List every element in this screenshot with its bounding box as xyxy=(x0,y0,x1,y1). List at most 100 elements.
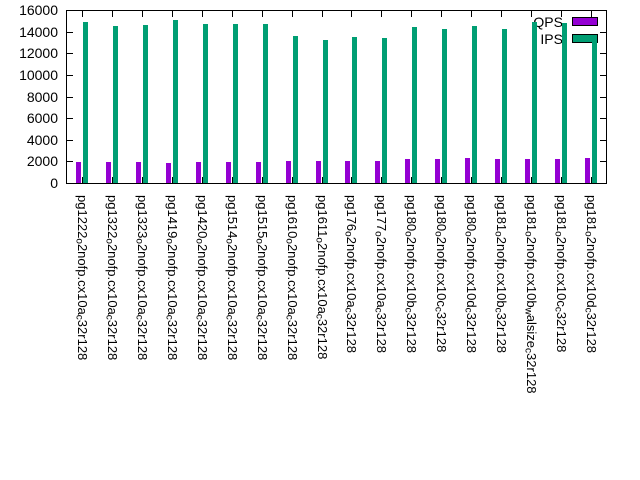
x-tick-mark xyxy=(172,177,173,183)
x-tick-mark xyxy=(531,177,532,183)
bar-ips xyxy=(203,24,208,183)
y-tick-mark xyxy=(67,97,73,98)
x-tick-mark xyxy=(232,177,233,183)
x-tick-mark xyxy=(172,11,173,17)
bar-qps xyxy=(495,159,500,183)
bar-qps xyxy=(585,158,590,183)
x-tick-mark xyxy=(262,11,263,17)
bar-qps xyxy=(345,161,350,183)
y-tick-mark xyxy=(67,140,73,141)
x-tick-mark xyxy=(351,177,352,183)
bar-qps xyxy=(465,158,470,183)
legend-label-ips: IPS xyxy=(540,30,563,47)
legend-item-qps: QPS xyxy=(533,13,598,30)
y-tick-mark xyxy=(600,32,606,33)
x-tick-mark xyxy=(112,177,113,183)
bar-ips xyxy=(502,29,507,183)
y-tick-mark xyxy=(67,53,73,54)
x-tick-mark xyxy=(202,177,203,183)
bar-ips xyxy=(113,26,118,183)
bar-qps xyxy=(555,159,560,183)
x-tick-mark xyxy=(292,11,293,17)
y-tick-label: 6000 xyxy=(26,110,58,126)
x-tick-mark xyxy=(561,177,562,183)
bar-qps xyxy=(166,163,171,183)
y-tick-label: 14000 xyxy=(19,24,58,40)
x-tick-label: pg1419o2nofp.cx10ac32r128 xyxy=(163,195,180,361)
bar-qps xyxy=(375,161,380,183)
x-tick-mark xyxy=(501,11,502,17)
bar-ips xyxy=(412,27,417,183)
x-tick-mark xyxy=(292,177,293,183)
legend-label-qps: QPS xyxy=(533,13,563,30)
y-tick-label: 12000 xyxy=(19,45,58,61)
x-tick-mark xyxy=(142,177,143,183)
bar-qps xyxy=(525,159,530,183)
y-tick-label: 0 xyxy=(50,175,58,191)
plot-area xyxy=(66,10,607,184)
x-tick-mark xyxy=(232,11,233,17)
y-tick-mark xyxy=(67,32,73,33)
bar-ips xyxy=(263,24,268,183)
x-tick-mark xyxy=(351,11,352,17)
x-tick-mark xyxy=(202,11,203,17)
legend: QPS IPS xyxy=(533,13,598,47)
y-tick-mark xyxy=(600,161,606,162)
bar-ips xyxy=(352,37,357,183)
x-tick-mark xyxy=(322,11,323,17)
x-tick-mark xyxy=(262,177,263,183)
legend-swatch-ips xyxy=(572,34,598,43)
x-tick-label: pg1515o2nofp.cx10ac32r128 xyxy=(253,195,270,361)
x-tick-mark xyxy=(82,11,83,17)
x-tick-label: pg1222o2nofp.cx10ac32r128 xyxy=(73,195,90,361)
x-tick-mark xyxy=(531,11,532,17)
x-tick-mark xyxy=(441,177,442,183)
bar-ips xyxy=(293,36,298,183)
x-tick-mark xyxy=(591,11,592,17)
bar-qps xyxy=(136,162,141,183)
x-tick-mark xyxy=(411,177,412,183)
x-tick-label: pg1322o2nofp.cx10ac32r128 xyxy=(103,195,120,361)
y-tick-mark xyxy=(600,97,606,98)
x-tick-mark xyxy=(561,11,562,17)
x-tick-mark xyxy=(441,11,442,17)
y-tick-label: 4000 xyxy=(26,132,58,148)
x-tick-label: pg181o2nofp.cx10cc32r128 xyxy=(552,195,569,353)
bar-ips xyxy=(592,37,597,183)
bar-ips xyxy=(173,20,178,183)
legend-item-ips: IPS xyxy=(533,30,598,47)
bar-qps xyxy=(196,162,201,183)
x-tick-label: pg1323o2nofp.cx10ac32r128 xyxy=(133,195,150,361)
bar-ips xyxy=(323,40,328,183)
bar-ips xyxy=(143,25,148,183)
y-tick-mark xyxy=(600,183,606,184)
x-tick-label: pg176o2nofp.cx10ac32r128 xyxy=(342,195,359,354)
x-tick-mark xyxy=(112,11,113,17)
x-tick-label: pg180o2nofp.cx10dc32r128 xyxy=(462,195,479,354)
y-tick-mark xyxy=(600,75,606,76)
y-tick-label: 10000 xyxy=(19,67,58,83)
x-tick-label: pg1611o2nofp.cx10ac32r128 xyxy=(313,195,330,360)
x-tick-mark xyxy=(411,11,412,17)
y-tick-mark xyxy=(67,183,73,184)
legend-swatch-qps xyxy=(572,17,598,26)
x-tick-mark xyxy=(322,177,323,183)
bar-qps xyxy=(76,162,81,183)
x-tick-label: pg181o2nofp.cx10bwalsizec32r128 xyxy=(522,195,539,394)
x-tick-mark xyxy=(471,11,472,17)
bar-ips xyxy=(233,24,238,183)
bar-ips xyxy=(83,22,88,183)
bar-qps xyxy=(106,162,111,183)
x-tick-label: pg1514o2nofp.cx10ac32r128 xyxy=(223,195,240,361)
bar-qps xyxy=(286,161,291,183)
bar-ips xyxy=(442,29,447,183)
y-tick-mark xyxy=(67,75,73,76)
bar-qps xyxy=(316,161,321,183)
x-tick-label: pg180o2nofp.cx10bc32r128 xyxy=(402,195,419,354)
x-tick-label: pg181o2nofp.cx10bc32r128 xyxy=(492,195,509,354)
x-tick-mark xyxy=(381,177,382,183)
bar-qps xyxy=(405,159,410,183)
x-tick-mark xyxy=(82,177,83,183)
bar-ips xyxy=(472,26,477,183)
